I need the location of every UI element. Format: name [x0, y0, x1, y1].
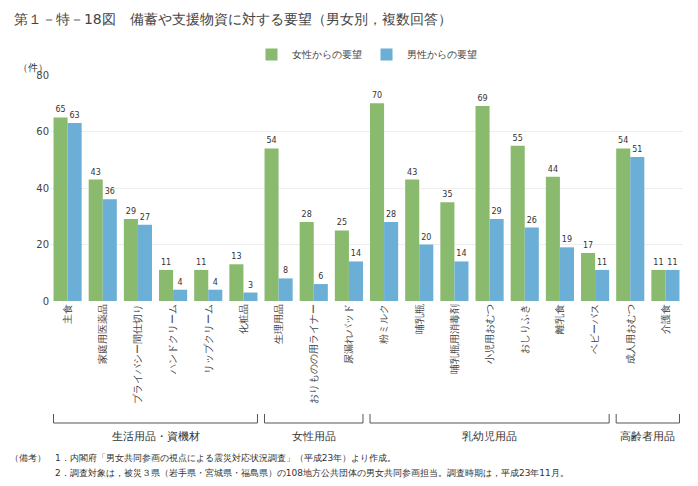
svg-text:女性用品: 女性用品 — [292, 430, 336, 443]
svg-text:プライバシー間仕切り: プライバシー間仕切り — [132, 304, 143, 404]
svg-text:男性からの要望: 男性からの要望 — [407, 49, 477, 60]
svg-text:ハンドクリーム: ハンドクリーム — [167, 304, 178, 375]
svg-text:17: 17 — [583, 241, 593, 250]
svg-text:13: 13 — [231, 252, 241, 261]
svg-text:35: 35 — [442, 190, 452, 199]
svg-text:6: 6 — [318, 272, 323, 281]
svg-text:4: 4 — [178, 278, 183, 287]
svg-text:44: 44 — [548, 165, 558, 174]
svg-text:28: 28 — [386, 210, 396, 219]
svg-text:高齢者用品: 高齢者用品 — [620, 430, 675, 443]
svg-text:11: 11 — [161, 258, 171, 267]
svg-text:第１－特－18図 備蓄や支援物資に対する要望（男女別，複数回: 第１－特－18図 備蓄や支援物資に対する要望（男女別，複数回答） — [14, 11, 452, 27]
svg-text:4: 4 — [213, 278, 218, 287]
svg-text:8: 8 — [283, 266, 288, 275]
svg-text:哺乳瓶用消毒剤: 哺乳瓶用消毒剤 — [449, 304, 460, 374]
svg-text:11: 11 — [597, 258, 607, 267]
svg-text:主食: 主食 — [62, 304, 73, 324]
svg-text:ベビーバス: ベビーバス — [589, 304, 600, 354]
svg-text:乳幼児用品: 乳幼児用品 — [462, 430, 517, 443]
svg-text:11: 11 — [667, 258, 677, 267]
svg-text:11: 11 — [653, 258, 663, 267]
svg-text:26: 26 — [527, 216, 537, 225]
svg-text:60: 60 — [36, 126, 49, 137]
svg-text:14: 14 — [351, 249, 361, 258]
svg-text:28: 28 — [302, 210, 312, 219]
svg-text:0: 0 — [43, 296, 49, 307]
svg-text:43: 43 — [91, 168, 101, 177]
svg-text:20: 20 — [36, 239, 49, 250]
svg-text:29: 29 — [126, 207, 136, 216]
svg-text:25: 25 — [337, 218, 347, 227]
svg-text:おりものの用ライナー: おりものの用ライナー — [308, 304, 319, 404]
svg-text:40: 40 — [36, 183, 49, 194]
svg-text:27: 27 — [140, 213, 150, 222]
svg-text:粉ミルク: 粉ミルク — [378, 304, 389, 344]
svg-text:おしりふき: おしりふき — [519, 304, 530, 354]
svg-text:43: 43 — [407, 168, 417, 177]
svg-text:離乳食: 離乳食 — [554, 304, 565, 334]
svg-text:家庭用医薬品: 家庭用医薬品 — [97, 304, 108, 364]
svg-text:11: 11 — [196, 258, 206, 267]
svg-text:哺乳瓶: 哺乳瓶 — [414, 304, 425, 334]
svg-text:63: 63 — [70, 111, 80, 120]
svg-text:69: 69 — [477, 94, 487, 103]
svg-text:（備考） 1．内閣府「男女共同参画の視点による震災対応状況調: （備考） 1．内閣府「男女共同参画の視点による震災対応状況調査」（平成23年）よ… — [10, 453, 396, 463]
svg-text:19: 19 — [562, 235, 572, 244]
svg-text:29: 29 — [492, 207, 502, 216]
svg-text:生活用品・資機材: 生活用品・資機材 — [112, 430, 200, 443]
svg-text:14: 14 — [456, 249, 466, 258]
svg-text:80: 80 — [36, 70, 49, 81]
svg-text:介護食: 介護食 — [660, 304, 671, 334]
svg-text:65: 65 — [55, 105, 65, 114]
svg-text:54: 54 — [618, 136, 628, 145]
svg-text:尿漏れパッド: 尿漏れパッド — [343, 304, 354, 364]
svg-text:54: 54 — [266, 136, 276, 145]
svg-text:20: 20 — [421, 233, 431, 242]
svg-text:リップクリーム: リップクリーム — [203, 304, 214, 374]
svg-text:女性からの要望: 女性からの要望 — [292, 49, 362, 60]
svg-text:成人用おむつ: 成人用おむつ — [625, 304, 636, 364]
svg-text:55: 55 — [513, 134, 523, 143]
svg-text:小児用おむつ: 小児用おむつ — [484, 304, 495, 364]
svg-text:36: 36 — [105, 187, 115, 196]
svg-text:3: 3 — [248, 281, 253, 290]
svg-text:生理用品: 生理用品 — [273, 304, 284, 344]
svg-text:70: 70 — [372, 91, 382, 100]
svg-text:（件）: （件） — [18, 62, 48, 73]
svg-text:2．調査対象は，被災３県（岩手県・宮城県・福島県）の108地: 2．調査対象は，被災３県（岩手県・宮城県・福島県）の108地方公共団体の男女共同… — [10, 468, 569, 478]
svg-text:51: 51 — [632, 145, 642, 154]
svg-text:化粧品: 化粧品 — [238, 304, 249, 334]
